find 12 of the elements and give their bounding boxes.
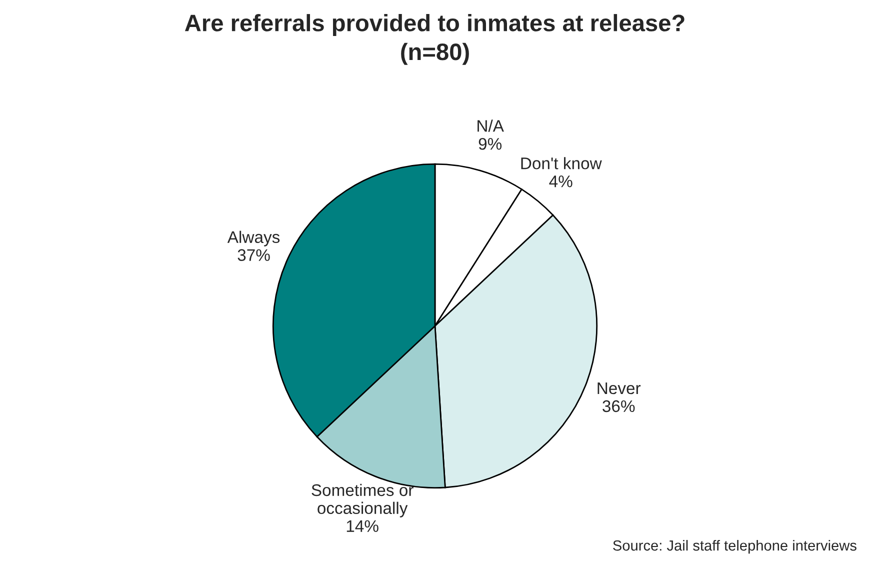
slice-label: Don't know: [521, 157, 602, 170]
source-note: Source: Jail staff telephone interviews: [613, 540, 856, 554]
data-label: 36%: [602, 400, 635, 412]
slice-label: Sometimes or occasionally: [312, 484, 414, 518]
data-label: 4%: [549, 176, 572, 188]
data-label: 9%: [478, 138, 502, 150]
slice-label: Never: [598, 382, 641, 394]
data-label: 14%: [346, 520, 378, 532]
slice-label: Always: [227, 230, 280, 246]
slice-label: N/A: [478, 120, 504, 132]
chart-title: Are referrals provided to inmates at release? (n=80): [184, 14, 684, 65]
data-label: 37%: [238, 249, 270, 261]
